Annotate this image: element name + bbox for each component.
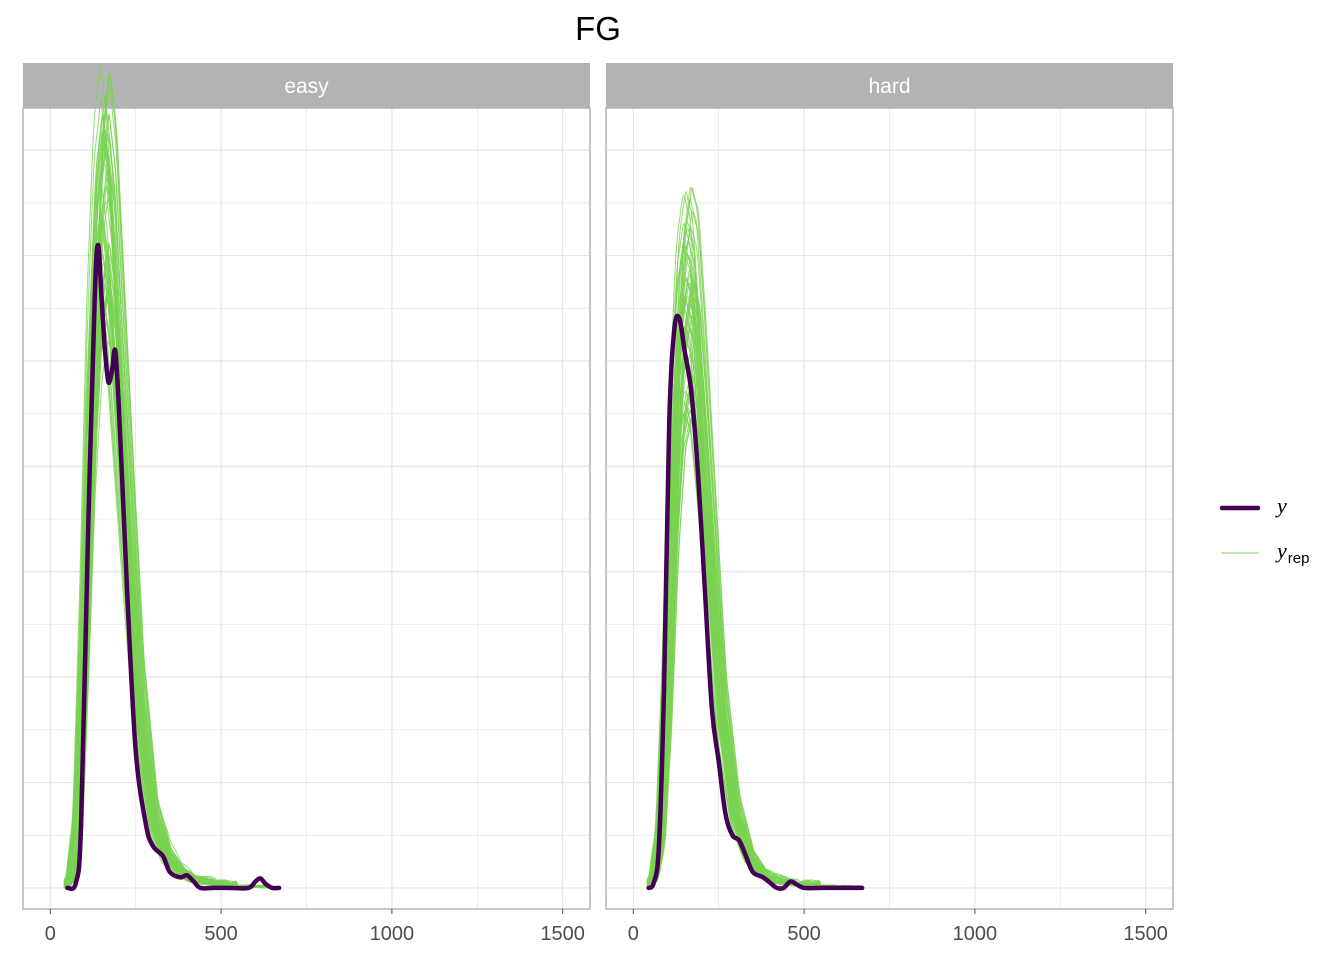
facet-panels: easy 0 500 1000 1500 hard 0 500 1000 1500	[22, 63, 1174, 945]
legend-subscript: rep	[1288, 550, 1310, 567]
x-tick-label: 0	[628, 923, 639, 945]
x-tick-label: 1000	[953, 923, 998, 945]
facet-strip-label: hard	[868, 75, 910, 98]
y-observed-line	[646, 313, 865, 891]
x-axis: 0 500 1000 1500	[45, 909, 585, 945]
panel-easy: easy 0 500 1000 1500	[22, 63, 591, 945]
panel-border	[605, 107, 1174, 910]
x-tick-label: 500	[787, 923, 820, 945]
x-tick-label: 500	[204, 923, 237, 945]
y-observed-line	[65, 242, 282, 892]
x-tick-label: 1500	[1123, 923, 1168, 945]
grid-lines	[23, 108, 590, 909]
facet-strip-label: easy	[284, 75, 329, 98]
x-tick-label: 1000	[370, 923, 415, 945]
facet-strip-easy	[23, 63, 590, 108]
x-axis: 0 500 1000 1500	[628, 909, 1168, 945]
legend: y yrep	[1219, 493, 1309, 567]
x-tick-label: 0	[45, 923, 56, 945]
legend-label: yrep	[1275, 538, 1309, 567]
chart-title: FG	[575, 10, 621, 47]
legend-item-y: y	[1219, 493, 1287, 518]
panel-border	[22, 107, 591, 910]
legend-item-y-rep: yrep	[1221, 538, 1309, 567]
legend-label: y	[1275, 493, 1287, 518]
x-tick-label: 1500	[540, 923, 585, 945]
panel-hard: hard 0 500 1000 1500	[605, 63, 1174, 945]
facet-strip-hard	[606, 63, 1173, 108]
